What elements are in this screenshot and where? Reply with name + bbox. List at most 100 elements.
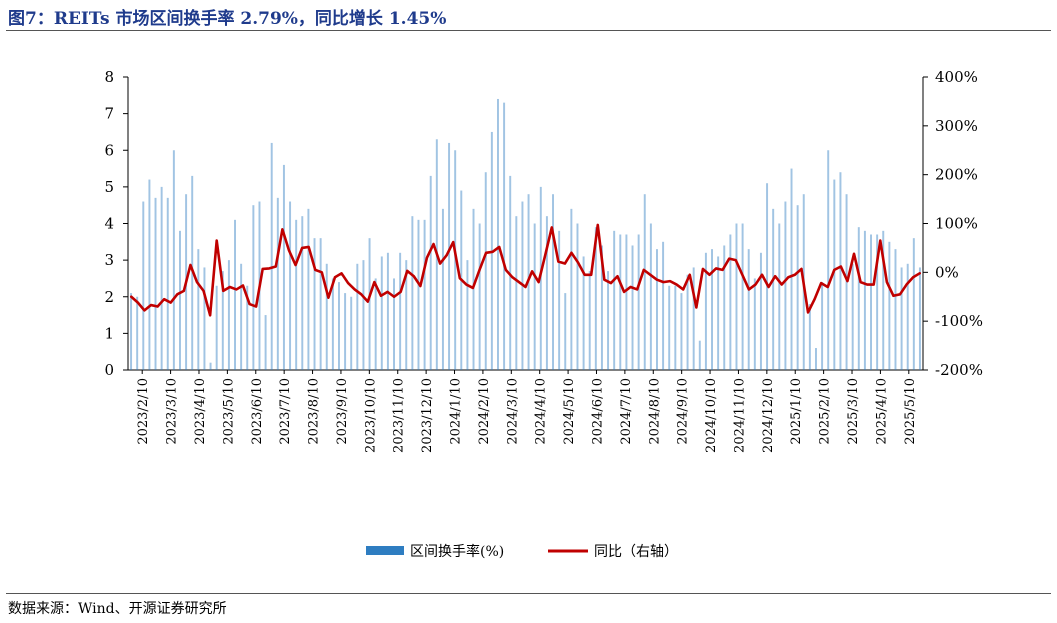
bar [845,194,848,370]
bar [552,194,554,370]
x-axis-tick-label: 2024/3/10 [505,378,520,445]
left-axis-tick-label: 3 [104,251,114,269]
bar [142,201,145,370]
right-axis-tick-label: -200% [935,361,983,379]
chart-title: 图7：REITs 市场区间换手率 2.79%，同比增长 1.45% [8,9,447,29]
bar [839,172,842,370]
bar [533,223,536,370]
bar [478,223,481,370]
right-axis-tick-label: 200% [935,166,978,184]
x-axis-tick-label: 2025/4/10 [874,378,889,445]
bar [711,249,713,370]
bar [607,271,610,370]
bar [668,285,671,370]
x-axis-tick-label: 2025/2/10 [818,378,833,445]
bar [386,252,389,370]
bar [344,293,347,370]
bar [863,230,866,370]
bar [350,296,353,370]
x-axis-tick-label: 2023/9/10 [335,378,350,445]
bar [900,267,903,370]
left-axis-tick-label: 7 [104,105,114,123]
x-axis-tick-label: 2023/4/10 [193,378,208,445]
x-axis-tick-label: 2025/3/10 [846,378,861,445]
x-axis-tick-label: 2023/5/10 [221,378,236,445]
bar [399,252,402,370]
bar [289,201,292,370]
bar [454,150,457,370]
right-axis-tick-label: 100% [935,215,978,233]
bar [827,150,830,370]
bar [631,245,634,370]
left-axis-tick-label: 2 [104,288,114,306]
bar [564,293,567,370]
bar [680,293,683,370]
bar [393,278,395,370]
x-axis-tick-label: 2023/6/10 [250,378,265,445]
x-axis-tick-label: 2024/1/10 [449,378,464,445]
bar [656,249,658,370]
bar [172,150,175,370]
bar [870,234,872,370]
bar [368,238,371,370]
x-axis-tick-label: 2024/2/10 [477,378,492,445]
x-axis-tick-label: 2024/7/10 [619,378,634,445]
x-axis-tick-label: 2023/3/10 [165,378,180,445]
bar [686,274,689,370]
bar [815,348,817,370]
x-axis-tick-label: 2024/9/10 [676,378,691,445]
bar [613,230,616,370]
x-axis-tick-label: 2024/10/10 [704,378,719,453]
bar [558,230,561,370]
legend-bar-swatch [366,546,404,555]
bar [753,278,756,370]
bar [784,201,787,370]
bar [209,362,212,370]
bar [619,234,622,370]
bar [331,278,334,370]
bar [380,256,383,370]
yoy-series-line [129,223,922,317]
bar [729,234,732,370]
top-rule [6,30,1051,31]
bar [166,197,169,370]
left-axis-tick-label: 1 [104,324,114,342]
legend-label-turnover: 区间换手率(%) [410,543,504,560]
bar [264,315,267,370]
bar [778,223,781,370]
bar [301,216,304,370]
bar [246,285,249,370]
bar [906,263,909,370]
left-axis-tick-label: 5 [104,178,114,196]
bar [325,263,328,370]
bar [276,197,279,370]
bar [600,245,603,370]
x-axis-tick-label: 2024/5/10 [562,378,577,445]
bar [234,219,236,370]
bar [221,271,224,370]
x-axis-tick-label: 2024/8/10 [647,378,662,445]
bottom-rule [6,593,1051,594]
bar [515,216,518,370]
x-axis-tick-label: 2023/11/10 [392,378,407,453]
bar [203,267,206,370]
bar [270,142,273,370]
bar [497,98,499,370]
bar [130,293,133,370]
bar [766,183,769,370]
bar [313,238,316,370]
bar [227,260,230,371]
left-axis-tick-label: 8 [104,68,114,86]
bar [796,205,799,370]
bar [674,285,677,370]
x-axis-tick-label: 2024/12/10 [761,378,776,453]
bar [362,260,365,371]
bar [356,263,359,370]
bar [503,102,506,370]
bar [833,179,836,370]
bar [197,249,200,370]
bar [466,260,469,371]
bar [704,252,707,370]
bar [582,256,585,370]
bar [374,278,377,370]
